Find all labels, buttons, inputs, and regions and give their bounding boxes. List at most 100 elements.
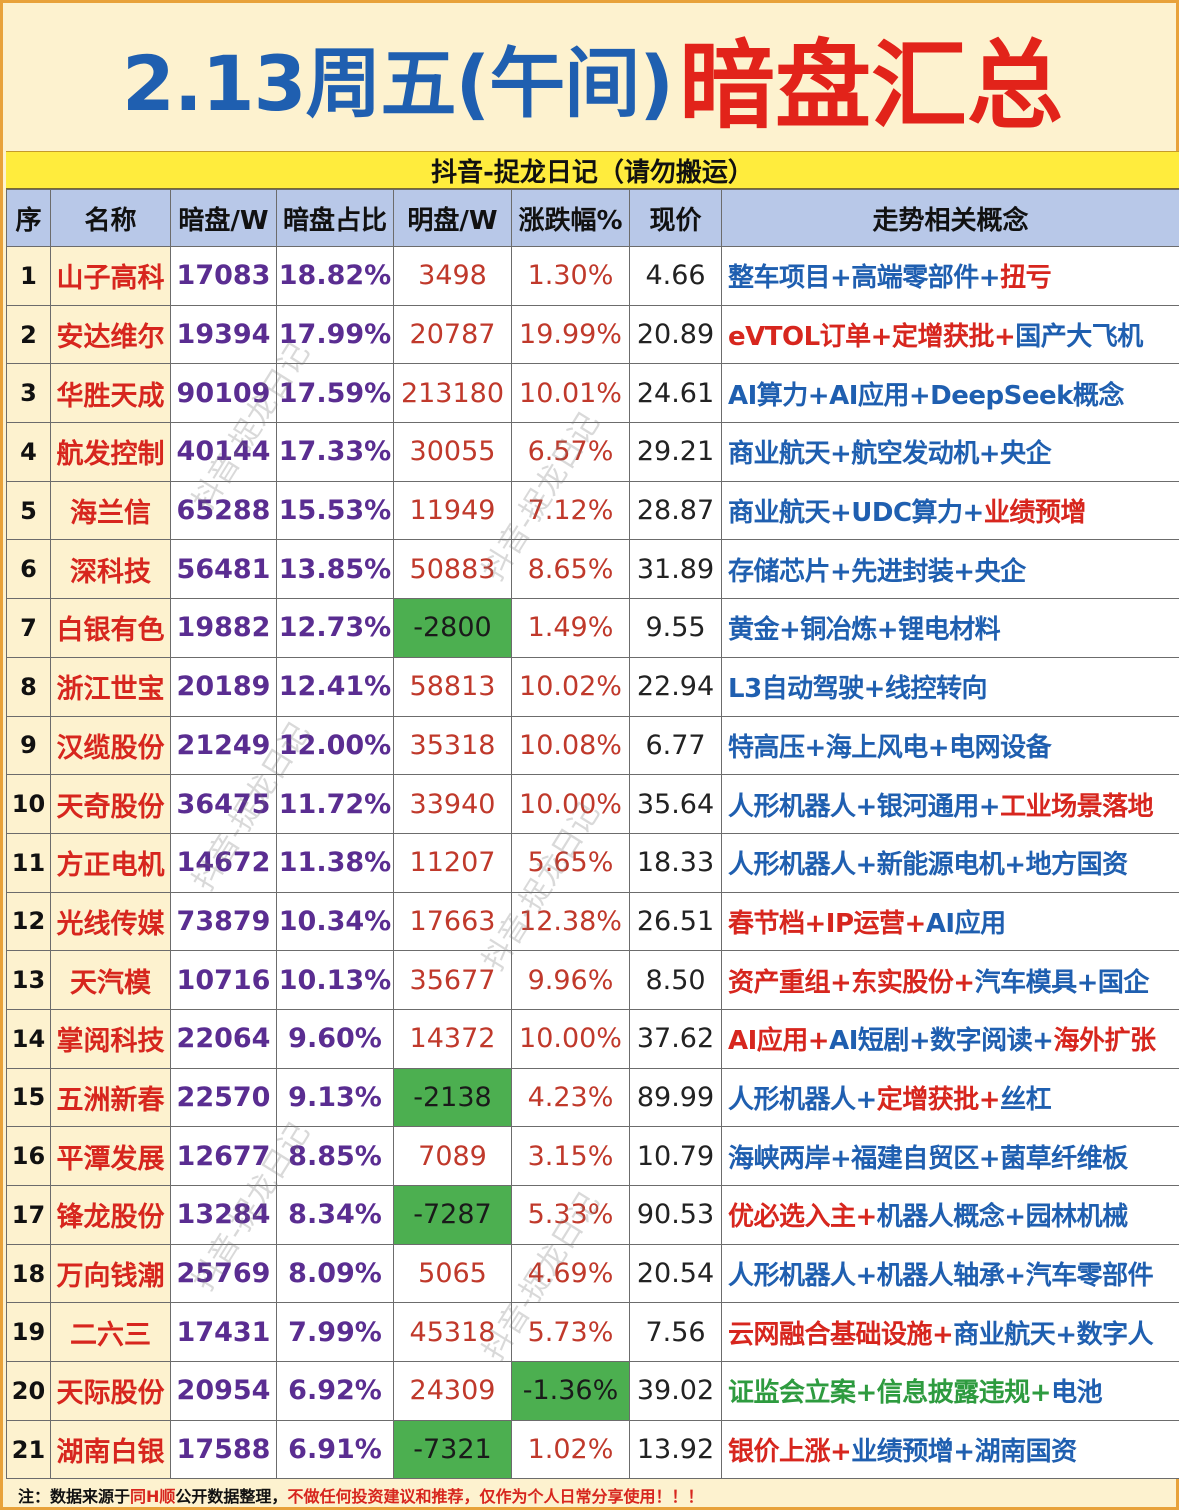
concept-segment: 资产重组+东实股份+ (728, 967, 975, 998)
row-dark-volume: 13284 (170, 1185, 277, 1245)
page-title: 2.13周五(午间) 暗盘汇总 (3, 3, 1179, 151)
row-seq: 2 (6, 304, 51, 365)
concept-segment: 人形机器人+银河通用+ (728, 791, 1001, 822)
row-dark-volume: 22570 (170, 1067, 277, 1128)
concept-segment: 商业航天+航空发动机+央企 (728, 439, 1052, 470)
row-seq: 18 (6, 1243, 51, 1304)
row-concepts: eVTOL订单+定增获批+国产大飞机 (721, 304, 1179, 365)
dark-pool-table: 序 名称 暗盘/W 暗盘占比 明盘/W 涨跌幅% 现价 走势相关概念 1 山子高科… (6, 189, 1179, 1480)
table-row: 14 掌阅科技 22064 9.60% 14372 10.00% 37.62 AI应用+AI短… (6, 1008, 1179, 1069)
concept-segment: 春节档+IP运营+ (728, 908, 926, 939)
concept-segment: 扭亏 (1000, 263, 1052, 294)
header-ming: 明盘/W (393, 189, 512, 247)
row-price: 39.02 (629, 1361, 722, 1421)
row-change-pct: 19.99% (511, 304, 630, 365)
row-change-pct: 7.12% (511, 480, 630, 541)
footer-part1: 注：数据来源于 (18, 1486, 131, 1506)
header-concept: 走势相关概念 (721, 189, 1179, 247)
row-name: 方正电机 (50, 832, 171, 893)
table-row: 21 湖南白银 17588 6.91% -7321 1.02% 13.92 银价上涨+业绩预增… (6, 1419, 1179, 1480)
concept-segment: 汽车模具+国企 (974, 967, 1150, 998)
row-open-volume: -7287 (393, 1185, 512, 1245)
row-change-pct: -1.36% (511, 1361, 630, 1421)
row-open-volume: 35677 (393, 950, 512, 1010)
row-dark-ratio: 10.13% (276, 950, 394, 1010)
row-concepts: 黄金+铜冶炼+锂电材料 (721, 598, 1179, 658)
title-date: 2.13周五(午间) (122, 39, 674, 128)
row-open-volume: 213180 (393, 363, 512, 424)
concept-segment: 银价上涨+ (728, 1437, 852, 1468)
row-open-volume: 50883 (393, 539, 512, 600)
row-price: 10.79 (629, 1126, 722, 1186)
row-name: 二六三 (50, 1302, 171, 1363)
row-open-volume: 33940 (393, 774, 512, 834)
row-name: 汉缆股份 (50, 715, 171, 776)
footer-part4: 不做任何投资建议和推荐，仅作为个人日常分享使用！！！ (287, 1486, 704, 1506)
concept-segment: 工业场景落地 (1000, 791, 1154, 822)
table-body: 1 山子高科 17083 18.82% 3498 1.30% 4.66 整车项目+高端零部件+… (6, 246, 1179, 1480)
concept-segment: eVTOL订单+定增获批+ (728, 322, 1016, 353)
row-change-pct: 12.38% (511, 891, 630, 952)
row-price: 90.53 (629, 1185, 722, 1245)
table-row: 5 海兰信 65288 15.53% 11949 7.12% 28.87 商业航天+UDC算力… (6, 480, 1179, 541)
row-seq: 19 (6, 1302, 51, 1363)
row-concepts: 优必选入主+机器人概念+园林机械 (721, 1185, 1179, 1245)
table-row: 12 光线传媒 73879 10.34% 17663 12.38% 26.51 春节档+IP运… (6, 891, 1179, 952)
row-price: 37.62 (629, 1008, 722, 1069)
row-dark-volume: 90109 (170, 363, 277, 424)
row-name: 湖南白银 (50, 1419, 171, 1480)
table-row: 13 天汽模 10716 10.13% 35677 9.96% 8.50 资产重组+东实股份+… (6, 950, 1179, 1010)
subtitle-banner: 抖音-捉龙日记（请勿搬运） (6, 151, 1179, 189)
row-name: 白银有色 (50, 598, 171, 658)
concept-segment: 海峡两岸+福建自贸区+菌草纤维板 (728, 1143, 1128, 1174)
row-name: 山子高科 (50, 246, 171, 306)
table-row: 16 平潭发展 12677 8.85% 7089 3.15% 10.79 海峡两岸+福建自贸区… (6, 1126, 1179, 1186)
footer-note: 注：数据来源于 同H顺 公开数据整理， 不做任何投资建议和推荐，仅作为个人日常分… (6, 1479, 1179, 1510)
concept-segment: 定增获批+ (876, 1084, 1001, 1115)
row-concepts: 海峡两岸+福建自贸区+菌草纤维板 (721, 1126, 1179, 1186)
concept-segment: AI短剧+数字阅读+ (829, 1026, 1054, 1057)
row-open-volume: 20787 (393, 304, 512, 365)
row-concepts: 证监会立案+信息披露违规+电池 (721, 1361, 1179, 1421)
concept-segment: 电池 (1051, 1378, 1103, 1409)
row-concepts: 人形机器人+新能源电机+地方国资 (721, 832, 1179, 893)
header-pct: 涨跌幅% (511, 189, 630, 247)
concept-segment: 业绩预增 (983, 498, 1087, 529)
row-seq: 13 (6, 950, 51, 1010)
row-concepts: 云网融合基础设施+商业航天+数字人 (721, 1302, 1179, 1363)
table-row: 7 白银有色 19882 12.73% -2800 1.49% 9.55 黄金+铜冶炼+锂电材… (6, 598, 1179, 658)
row-dark-ratio: 12.00% (276, 715, 394, 776)
row-dark-volume: 65288 (170, 480, 277, 541)
row-change-pct: 8.65% (511, 539, 630, 600)
row-dark-ratio: 18.82% (276, 246, 394, 306)
row-dark-ratio: 8.09% (276, 1243, 394, 1304)
table-row: 8 浙江世宝 20189 12.41% 58813 10.02% 22.94 L3自动驾驶+线… (6, 656, 1179, 717)
row-change-pct: 6.57% (511, 422, 630, 482)
row-price: 29.21 (629, 422, 722, 482)
row-open-volume: 14372 (393, 1008, 512, 1069)
row-dark-volume: 21249 (170, 715, 277, 776)
row-name: 天奇股份 (50, 774, 171, 834)
row-price: 20.89 (629, 304, 722, 365)
row-change-pct: 9.96% (511, 950, 630, 1010)
row-seq: 12 (6, 891, 51, 952)
row-change-pct: 5.33% (511, 1185, 630, 1245)
row-price: 89.99 (629, 1067, 722, 1128)
row-change-pct: 1.02% (511, 1419, 630, 1480)
row-concepts: 人形机器人+定增获批+丝杠 (721, 1067, 1179, 1128)
row-dark-ratio: 17.59% (276, 363, 394, 424)
table-row: 20 天际股份 20954 6.92% 24309 -1.36% 39.02 证监会立案+信息… (6, 1361, 1179, 1421)
row-price: 31.89 (629, 539, 722, 600)
row-dark-ratio: 9.60% (276, 1008, 394, 1069)
row-dark-volume: 17431 (170, 1302, 277, 1363)
row-change-pct: 1.49% (511, 598, 630, 658)
row-name: 深科技 (50, 539, 171, 600)
row-dark-volume: 19882 (170, 598, 277, 658)
concept-segment: 人形机器人+机器人轴承+汽车零部件 (728, 1261, 1154, 1292)
row-change-pct: 3.15% (511, 1126, 630, 1186)
concept-segment: 机器人概念+园林机械 (876, 1202, 1128, 1233)
row-seq: 6 (6, 539, 51, 600)
row-open-volume: 5065 (393, 1243, 512, 1304)
row-name: 平潭发展 (50, 1126, 171, 1186)
